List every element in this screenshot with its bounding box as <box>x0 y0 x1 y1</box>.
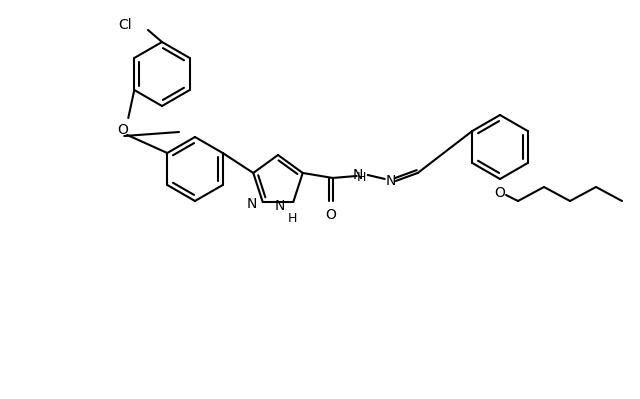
Text: O: O <box>325 208 336 222</box>
Text: Cl: Cl <box>118 18 132 32</box>
Text: N: N <box>246 197 257 211</box>
Text: H: H <box>357 171 367 184</box>
Text: N: N <box>275 199 285 213</box>
Text: O: O <box>117 123 128 137</box>
Text: N: N <box>353 168 363 182</box>
Text: H: H <box>287 212 297 225</box>
Text: N: N <box>385 174 396 188</box>
Text: O: O <box>495 186 506 200</box>
